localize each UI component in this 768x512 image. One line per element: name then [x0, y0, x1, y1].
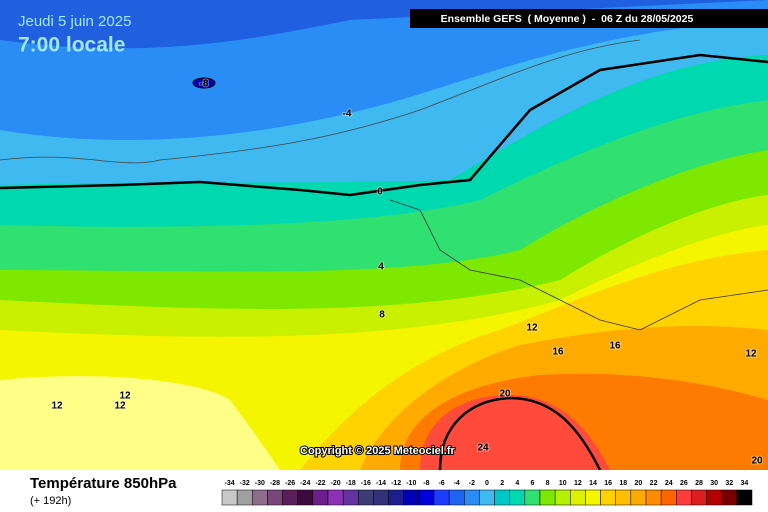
- contour-label: 12: [526, 323, 538, 334]
- scale-label: 30: [710, 480, 718, 487]
- model-box: [410, 9, 768, 28]
- scale-label: -10: [406, 480, 416, 487]
- scale-label: -32: [240, 480, 250, 487]
- scale-label: 20: [635, 480, 643, 487]
- scale-label: -28: [270, 480, 280, 487]
- scale-label: 22: [650, 480, 658, 487]
- scale-label: -2: [469, 480, 475, 487]
- scale-swatch: [660, 489, 677, 506]
- scale-swatch: [554, 489, 571, 506]
- scale-swatch: [236, 489, 253, 506]
- color-scale: -34 -32 -30 -28 -26 -24 -22 -20 -18 -16 -14 -12 -10-…: [221, 480, 753, 506]
- scale-swatch: [388, 489, 404, 506]
- scale-label: 0: [485, 480, 489, 487]
- copyright: Copyright © 2025 Meteociel.fr: [300, 445, 456, 457]
- scale-swatch: [600, 489, 616, 506]
- scale-label: 2: [500, 480, 504, 487]
- scale-label: 14: [589, 480, 597, 487]
- contour-label: 16: [609, 341, 621, 352]
- scale-swatch: [418, 489, 435, 506]
- contour-label: -8: [200, 79, 209, 90]
- date: Jeudi 5 juin 2025: [18, 13, 131, 30]
- contour-label: -4: [343, 109, 352, 120]
- scale-label: -34: [225, 480, 235, 487]
- scale-swatch: [691, 489, 707, 506]
- scale-swatch: [327, 489, 344, 506]
- scale-swatch: [433, 489, 450, 506]
- scale-swatch: [585, 489, 601, 506]
- scale-swatch: [570, 489, 586, 506]
- scale-swatch: [464, 489, 480, 506]
- scale-label: -20: [331, 480, 341, 487]
- contour-label: 12: [114, 401, 126, 412]
- scale-swatch: [221, 489, 238, 506]
- scale-swatch: [736, 489, 753, 506]
- scale-swatch: [267, 489, 283, 506]
- scale-swatch: [524, 489, 541, 506]
- contour-label: 12: [745, 349, 757, 360]
- model-info: Ensemble GEFS ( Moyenne ) - 06 Z du 28/0…: [441, 13, 694, 25]
- scale-swatch: [282, 489, 298, 506]
- contour-label: 20: [499, 389, 511, 400]
- scale-label: 8: [546, 480, 550, 487]
- scale-label: -18: [346, 480, 356, 487]
- contour-label: 8: [379, 310, 385, 321]
- time: 7:00 locale: [18, 34, 125, 57]
- scale-label: -30: [255, 480, 265, 487]
- scale-label: 18: [619, 480, 627, 487]
- contour-label: 16: [552, 347, 564, 358]
- scale-swatch: [615, 489, 632, 506]
- scale-swatch: [403, 489, 420, 506]
- scale-swatch: [312, 489, 329, 506]
- footer-title: Température 850hPa: [30, 475, 177, 492]
- scale-label: 10: [559, 480, 567, 487]
- scale-label: -14: [376, 480, 386, 487]
- lead-time: (+ 192h): [30, 495, 71, 507]
- scale-swatch: [342, 489, 359, 506]
- scale-swatch: [676, 489, 692, 506]
- scale-swatch: [721, 489, 738, 506]
- contour-label: 4: [378, 262, 384, 273]
- scale-swatch: [494, 489, 510, 506]
- scale-swatch: [539, 489, 556, 506]
- scale-label: 34: [741, 480, 749, 487]
- scale-swatch: [630, 489, 647, 506]
- scale-label: -4: [454, 480, 460, 487]
- contour-label: 0: [377, 187, 383, 198]
- scale-swatch: [706, 489, 722, 506]
- scale-label: 32: [725, 480, 733, 487]
- scale-swatch: [479, 489, 495, 506]
- scale-label: 16: [604, 480, 612, 487]
- scale-label: 12: [574, 480, 582, 487]
- scale-swatch: [252, 489, 268, 506]
- scale-label: 4: [515, 480, 519, 487]
- contours: [0, 39, 768, 471]
- scale-swatch: [373, 489, 389, 506]
- scale-label: 28: [695, 480, 703, 487]
- scale-label: -24: [300, 480, 310, 487]
- contour-label: 20: [751, 456, 763, 467]
- scale-label: -6: [438, 480, 444, 487]
- contour-label: 12: [119, 391, 131, 402]
- contour-label: 12: [51, 401, 63, 412]
- scale-swatch: [358, 489, 374, 506]
- scale-swatch: [645, 489, 662, 506]
- scale-label: -16: [361, 480, 371, 487]
- scale-label: -12: [391, 480, 401, 487]
- contour-label: 24: [477, 443, 489, 454]
- scale-label: 26: [680, 480, 688, 487]
- scale-swatch: [448, 489, 465, 506]
- scale-label: -26: [285, 480, 295, 487]
- temperature-field: [0, 0, 768, 470]
- scale-label: -22: [315, 480, 325, 487]
- scale-swatch: [509, 489, 526, 506]
- scale-label: 24: [665, 480, 673, 487]
- scale-swatch: [297, 489, 314, 506]
- scale-label: -8: [423, 480, 429, 487]
- scale-label: 6: [530, 480, 534, 487]
